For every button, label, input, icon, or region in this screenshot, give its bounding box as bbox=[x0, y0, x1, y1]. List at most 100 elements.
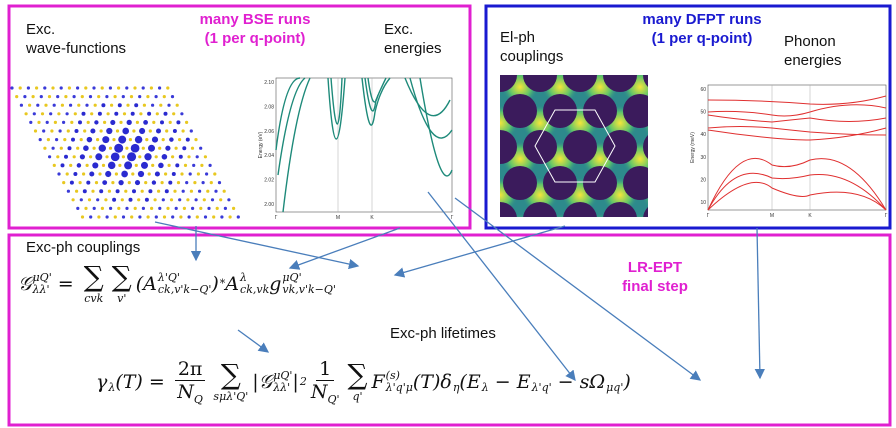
scripts: λ'q' bbox=[532, 370, 552, 394]
symbol: − E bbox=[489, 371, 531, 393]
eq-token: = bbox=[52, 273, 80, 295]
energies-label-line: energies bbox=[384, 39, 442, 58]
symbol: γ bbox=[96, 371, 107, 393]
sum: ∑q' bbox=[347, 360, 367, 403]
x-tick-label: Γ bbox=[885, 213, 888, 219]
final-heading-line: LR-EPT bbox=[600, 258, 710, 277]
symbol: = bbox=[52, 273, 80, 295]
symbol: ) bbox=[211, 273, 218, 295]
wavefunctions-label: Exc.wave-functions bbox=[26, 20, 126, 58]
sum: ∑sμλ'Q' bbox=[213, 360, 248, 403]
sum-index: sμλ'Q' bbox=[213, 390, 248, 403]
elph-label-line: couplings bbox=[500, 47, 563, 66]
symbol: (T)δ bbox=[413, 371, 452, 393]
subscript: λλ' bbox=[273, 382, 292, 394]
eq-token: (E λ bbox=[459, 370, 488, 394]
subscript: λ'q'μ bbox=[386, 382, 413, 394]
phonon-label-line: energies bbox=[784, 51, 842, 70]
denominator: NQ bbox=[177, 381, 203, 406]
y-tick-label: 40 bbox=[700, 132, 706, 138]
final-heading-line: final step bbox=[600, 277, 710, 296]
scripts: μQ'λλ' bbox=[33, 272, 52, 296]
y-axis-label: Energy (meV) bbox=[690, 132, 696, 163]
y-tick-label: 20 bbox=[700, 177, 706, 183]
dfpt-heading-line: (1 per q-point) bbox=[612, 29, 792, 48]
symbol: 𝒢 bbox=[18, 273, 32, 295]
den-sub: Q' bbox=[327, 393, 339, 406]
x-tick-label: K bbox=[808, 213, 812, 219]
lifetimes-label: Exc-ph lifetimes bbox=[390, 324, 496, 343]
subscript: λ bbox=[108, 382, 115, 394]
symbol: | bbox=[292, 371, 298, 393]
sum-sign: ∑ bbox=[221, 360, 241, 390]
y-tick-label: 2.10 bbox=[264, 80, 274, 86]
eq-token: |2 bbox=[292, 371, 306, 393]
symbol: (A bbox=[136, 273, 157, 295]
y-tick-label: 30 bbox=[700, 155, 706, 161]
den-base: N bbox=[311, 381, 328, 403]
el-ph-heatmap bbox=[443, 22, 718, 249]
eq-token: 1NQ' bbox=[307, 358, 344, 406]
symbol: g bbox=[269, 273, 281, 295]
x-tick-label: Γ bbox=[275, 215, 278, 221]
sum-index: q' bbox=[352, 390, 362, 403]
scripts: μQ'vk,v'k−Q' bbox=[282, 272, 336, 296]
sum-sign: ∑ bbox=[112, 262, 132, 292]
scripts: 2 bbox=[300, 376, 307, 388]
energies-label: Exc.energies bbox=[384, 20, 442, 58]
subscript: λ'q' bbox=[532, 382, 552, 394]
y-tick-label: 10 bbox=[700, 200, 706, 206]
sum: ∑cvk bbox=[84, 262, 104, 305]
sum-sign: ∑ bbox=[84, 262, 104, 292]
y-tick-label: 2.08 bbox=[264, 104, 274, 110]
eq-token: F(s)λ'q'μ bbox=[371, 370, 412, 394]
scripts: λ bbox=[482, 370, 489, 394]
scripts: η bbox=[453, 370, 460, 394]
subscript: λλ' bbox=[33, 284, 52, 296]
sum: ∑v' bbox=[112, 262, 132, 305]
numerator: 1 bbox=[316, 358, 334, 381]
wavefunction-lattice bbox=[10, 86, 240, 218]
dfpt-heading-line: many DFPT runs bbox=[612, 10, 792, 29]
elph-label-line: El-ph bbox=[500, 28, 563, 47]
x-tick-label: M bbox=[770, 213, 774, 219]
superscript: 2 bbox=[300, 376, 307, 388]
superscript: λ bbox=[240, 272, 269, 284]
subscript: vk,v'k−Q' bbox=[282, 284, 336, 296]
eq-token: − sΩ μq' bbox=[552, 370, 624, 394]
y-tick-label: 2.02 bbox=[264, 178, 274, 184]
y-tick-label: 50 bbox=[700, 110, 706, 116]
sum-sign: ∑ bbox=[347, 360, 367, 390]
scripts: μQ'λλ' bbox=[273, 370, 292, 394]
couplings-label: Exc-ph couplings bbox=[26, 238, 140, 257]
wavefunctions-label-line: Exc. bbox=[26, 20, 126, 39]
eq-token: (T)δ η bbox=[413, 370, 460, 394]
scripts: λck,vk bbox=[240, 272, 269, 296]
symbol: |𝒢 bbox=[252, 371, 272, 393]
x-tick-label: Γ bbox=[451, 215, 454, 221]
band-plot bbox=[276, 78, 452, 212]
subscript: λ bbox=[482, 382, 489, 394]
eq-token: ) bbox=[623, 371, 630, 393]
numerator: 2π bbox=[175, 358, 206, 381]
eq-token: )* bbox=[211, 273, 225, 295]
phonon-label-line: Phonon bbox=[784, 32, 842, 51]
scripts: (s)λ'q'μ bbox=[386, 370, 413, 394]
symbol: ) bbox=[623, 371, 630, 393]
y-tick-label: 2.00 bbox=[264, 202, 274, 208]
eq-token: γ λ bbox=[96, 370, 115, 394]
symbol: F bbox=[371, 371, 384, 393]
den-sub: Q bbox=[194, 393, 203, 406]
bse-heading: many BSE runs(1 per q-point) bbox=[170, 10, 340, 48]
symbol: (T) = bbox=[115, 371, 171, 393]
sum-index: cvk bbox=[84, 292, 103, 305]
subscript: ck,v'k−Q' bbox=[158, 284, 212, 296]
phonon-plot bbox=[708, 85, 886, 210]
